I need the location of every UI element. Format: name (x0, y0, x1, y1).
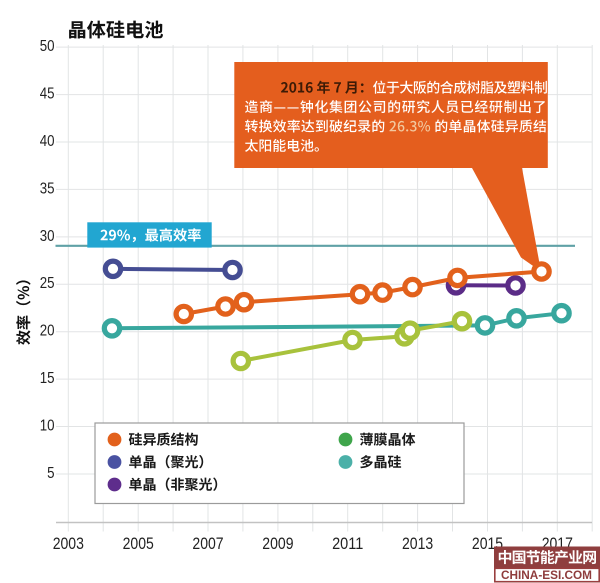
svg-text:20: 20 (40, 323, 55, 340)
svg-text:10: 10 (40, 417, 55, 434)
svg-text:2005: 2005 (123, 535, 154, 553)
svg-text:5: 5 (47, 465, 54, 482)
svg-text:15: 15 (40, 370, 55, 387)
svg-text:35: 35 (40, 180, 55, 197)
svg-text:50: 50 (40, 38, 55, 55)
svg-text:2009: 2009 (262, 535, 293, 553)
svg-text:2013: 2013 (402, 535, 433, 553)
svg-text:30: 30 (40, 228, 55, 245)
svg-text:2003: 2003 (53, 535, 84, 553)
svg-text:40: 40 (40, 133, 55, 150)
svg-text:2007: 2007 (192, 535, 223, 553)
svg-text:45: 45 (40, 86, 55, 103)
svg-text:CHINA-ESI.COM: CHINA-ESI.COM (501, 568, 592, 582)
svg-text:2011: 2011 (332, 535, 363, 553)
svg-text:25: 25 (40, 275, 55, 292)
